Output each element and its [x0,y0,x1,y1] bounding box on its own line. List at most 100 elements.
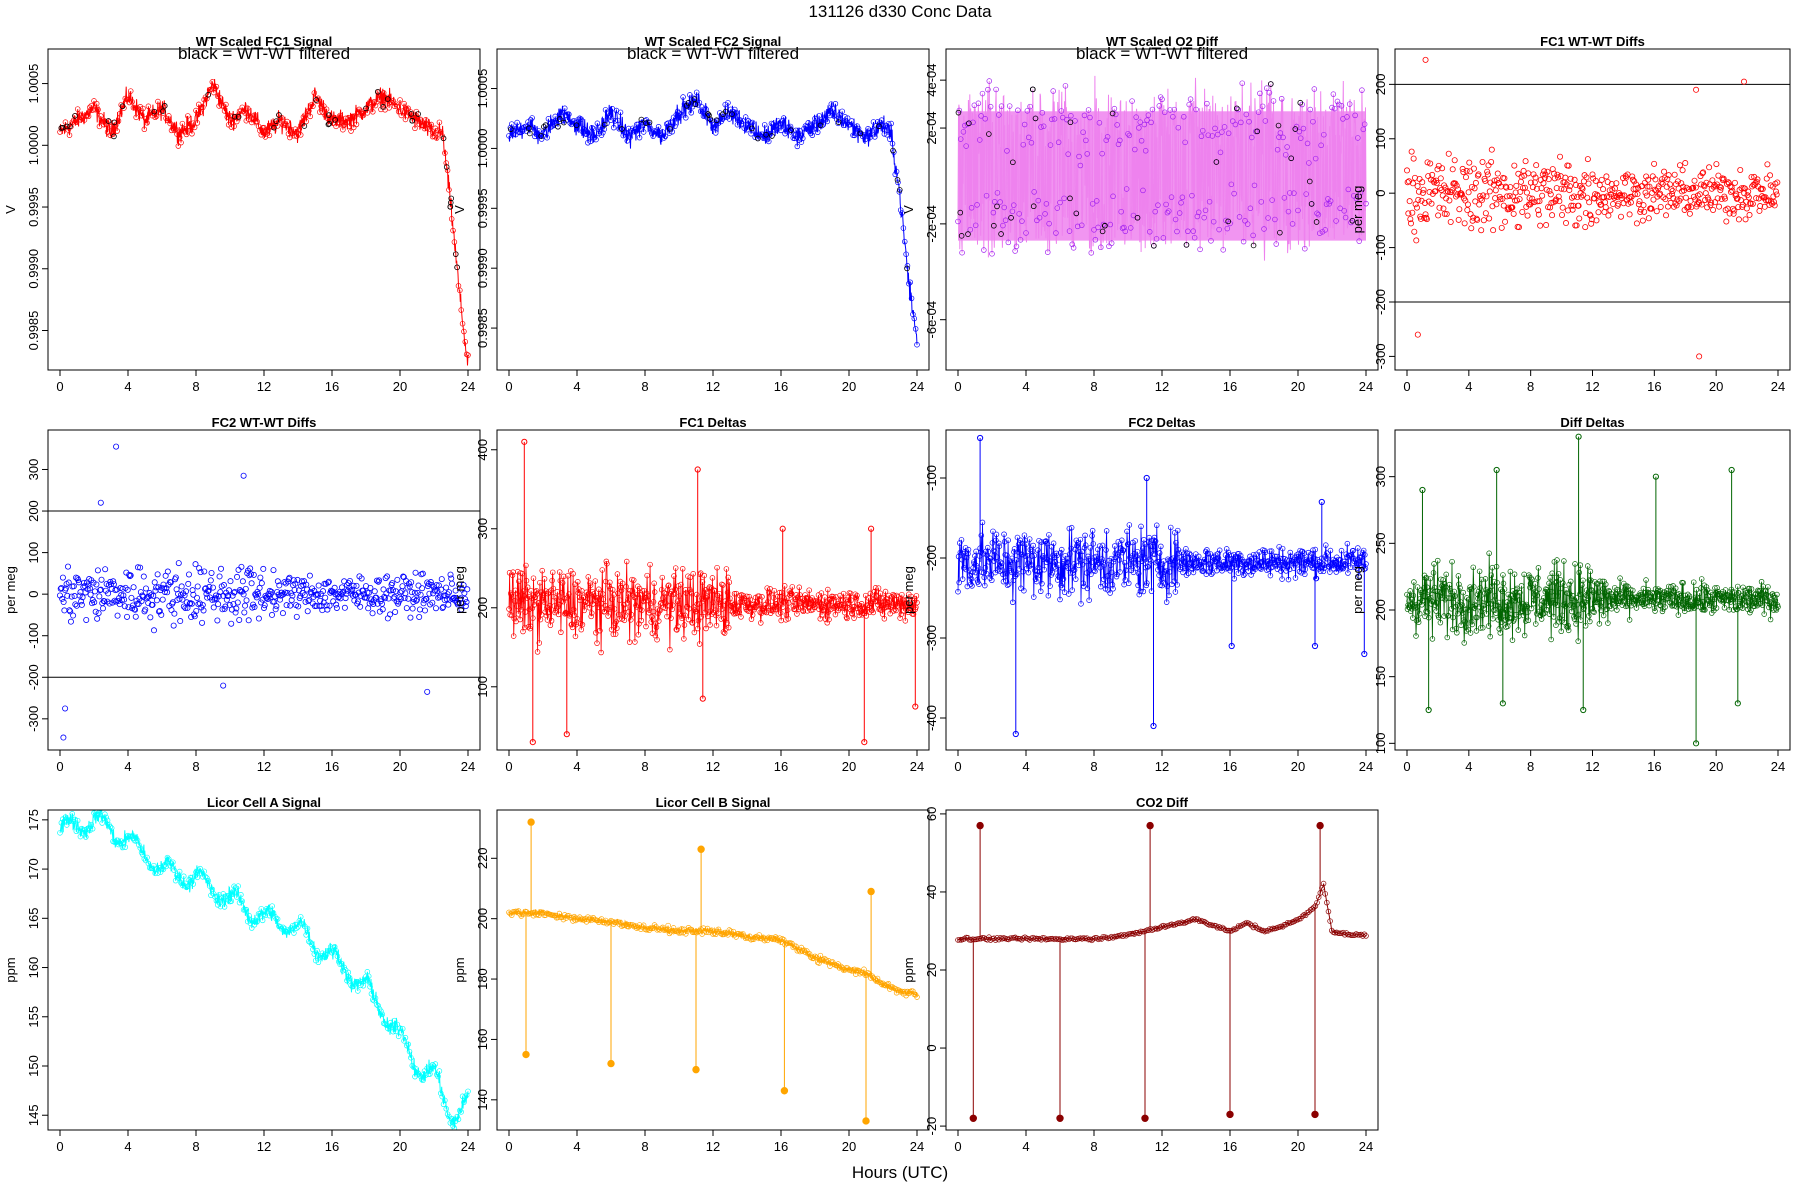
data-point [1653,208,1660,215]
data-point [1576,215,1583,222]
signal-point [108,825,115,831]
signal-point [962,122,968,129]
data-point [1483,193,1490,200]
filtered-point [966,120,972,127]
signal-point [1049,116,1055,123]
filtered-point [448,195,455,202]
data-point [92,608,99,615]
signal-point [804,123,810,130]
data-point [186,600,193,607]
signal-point [465,352,471,358]
signal-point [798,139,805,145]
data-point [1600,186,1607,193]
data-point [288,597,295,604]
signal-point [389,1022,395,1029]
signal-point [443,1106,449,1112]
signal-point [1193,106,1199,113]
signal-point [1353,195,1360,202]
signal-point [545,116,552,122]
signal-point [444,167,451,174]
data-point [434,587,441,594]
signal-point [1346,101,1353,107]
data-point [1521,184,1528,191]
plot-area [48,443,480,741]
data-point [209,584,216,591]
data-point [1407,220,1414,227]
signal-point [1329,104,1335,111]
signal-point [680,94,686,100]
filtered-point [1030,86,1036,93]
spike-point [521,438,528,445]
delta-point [562,609,569,616]
data-point [1497,196,1504,203]
signal-point [134,105,141,111]
signal-point [77,833,84,840]
filtered-point [685,100,692,106]
signal-point [93,810,100,815]
data-point [446,589,453,596]
signal-point [1024,108,1031,114]
signal-point [647,125,654,132]
data-point [1515,170,1522,177]
data-point [1474,216,1481,223]
data-point [1421,215,1428,222]
filtered-point [755,135,761,142]
data-point [153,597,160,604]
data-point [422,607,429,614]
data-point [1464,207,1471,214]
y-axis-label: per meg [3,566,18,614]
signal-point [100,121,107,128]
signal-point [129,99,135,105]
data-point [452,587,459,594]
data-point [351,597,358,604]
data-point [1604,178,1611,185]
data-point [147,614,154,621]
data-point [1428,200,1435,207]
signal-point [191,124,198,131]
data-point [216,573,223,580]
y-tick-label: 0 [26,591,41,598]
data-point [389,587,396,594]
filtered-point [332,117,338,123]
y-tick-label: 145 [26,1104,41,1126]
data-point [94,567,101,574]
data-point [1586,199,1593,206]
data-point [150,627,157,634]
y-tick-label: 1.0000 [26,125,41,165]
signal-point [581,917,587,923]
signal-point [331,944,338,950]
data-point [96,593,103,600]
signal-point [884,132,890,138]
data-point [276,582,283,589]
data-point [1414,183,1421,190]
outlier-point [1740,78,1747,85]
signal-point [292,126,299,132]
panel-title: WT Scaled FC1 Signal [196,34,333,49]
data-point [1464,201,1471,208]
data-point [181,592,188,599]
signal-point [1250,232,1256,239]
data-point [1597,201,1604,208]
data-point [87,591,94,598]
y-tick-label: 200 [26,500,41,522]
data-point [255,615,262,622]
filtered-point [749,125,755,132]
signal-point [200,104,206,111]
filtered-point [1225,218,1231,225]
signal-point [789,129,795,136]
data-point [300,582,307,589]
filtered-point [151,108,158,115]
signal-point [140,852,146,858]
signal-point [243,906,250,913]
data-point [1407,216,1414,223]
signal-point [346,975,353,981]
signal-point [566,111,572,118]
data-point [1579,185,1586,192]
signal-trace [59,810,469,1129]
signal-point [914,341,920,348]
plot-area [57,810,471,1130]
filtered-point [1277,229,1283,236]
signal-point [293,925,300,931]
signal-point [262,912,269,919]
